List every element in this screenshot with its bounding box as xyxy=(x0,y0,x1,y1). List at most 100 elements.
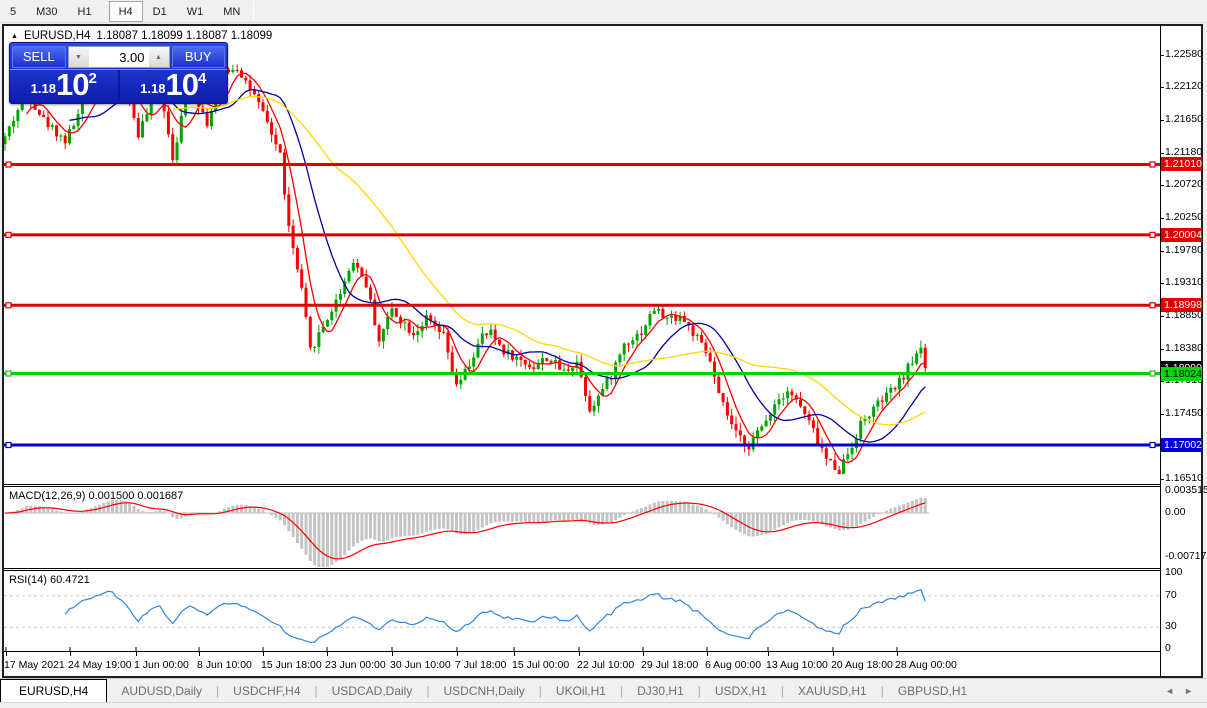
time-label: 24 May 19:00 xyxy=(68,659,132,671)
time-tick-mark xyxy=(327,652,328,656)
tab-separator: | xyxy=(426,684,430,698)
chart-tab-bar: EURUSD,H4 AUDUSD,Daily | USDCHF,H4 | USDCAD,D… xyxy=(0,678,1207,702)
chart-tab-usdx[interactable]: USDX,H1 xyxy=(714,684,767,698)
time-label: 23 Jun 00:00 xyxy=(325,659,386,671)
bottom-strip xyxy=(0,702,1207,708)
time-label: 28 Aug 00:00 xyxy=(895,659,957,671)
macd-axis-label: 0.003515 xyxy=(1165,484,1207,497)
buy-price-big: 10 xyxy=(165,67,198,102)
chart-tab-audusd[interactable]: AUDUSD,Daily xyxy=(121,684,203,698)
axis-tick-mark xyxy=(1161,414,1164,415)
sell-price-pip: 2 xyxy=(88,70,97,87)
time-label: 20 Aug 18:00 xyxy=(831,659,893,671)
rsi-axis-label: 70 xyxy=(1165,588,1177,601)
time-axis: 17 May 2021 24 May 19:00 1 Jun 00:00 8 Jun … xyxy=(4,651,1201,676)
chart-tab-usdcnh[interactable]: USDCNH,Daily xyxy=(443,684,525,698)
time-label: 30 Jun 10:00 xyxy=(390,659,451,671)
axis-tick-mark xyxy=(1161,87,1164,88)
volume-stepper: ▼ ▲ xyxy=(67,46,170,68)
time-tick-mark xyxy=(263,652,264,656)
rsi-axis-label: 30 xyxy=(1165,620,1177,633)
main-chart-pane[interactable]: ▲ EURUSD,H4 1.18087 1.18099 1.18087 1.18… xyxy=(4,26,1160,484)
tab-separator: | xyxy=(216,684,220,698)
axis-tick-mark xyxy=(1161,55,1164,56)
chart-tab-usdchf[interactable]: USDCHF,H4 xyxy=(233,684,301,698)
sell-button[interactable]: SELL xyxy=(12,46,66,68)
timeframe-toolbar: 5 M30 H1 H4 D1 W1 MN xyxy=(0,0,1207,23)
time-tick-mark xyxy=(579,652,580,656)
volume-increase-button[interactable]: ▲ xyxy=(148,47,169,67)
chart-tab-gbpusd[interactable]: GBPUSD,H1 xyxy=(897,684,968,698)
chart-tab-usdcad[interactable]: USDCAD,Daily xyxy=(331,684,413,698)
buy-button[interactable]: BUY xyxy=(171,46,225,68)
hline-price-label: 1.20004 xyxy=(1161,227,1202,242)
axis-tick-mark xyxy=(1161,316,1164,317)
macd-plot xyxy=(4,497,929,567)
chart-tab-xauusd[interactable]: XAUUSD,H1 xyxy=(798,684,867,698)
time-tick-mark xyxy=(136,652,137,656)
time-label: 6 Aug 00:00 xyxy=(705,659,762,671)
chart-tab-eurusd[interactable]: EURUSD,H4 xyxy=(0,679,108,702)
axis-tick-mark xyxy=(1161,381,1164,382)
ohlc-readout: 1.18087 1.18099 1.18087 1.18099 xyxy=(96,30,273,42)
price-tick-label: 1.21650 xyxy=(1165,112,1203,125)
tab-scroll-nav: ◄ ► xyxy=(1151,680,1207,702)
timeframe-button-h1[interactable]: H1 xyxy=(77,5,92,18)
macd-pane[interactable]: MACD(12,26,9) 0.001500 0.001687 xyxy=(4,487,1160,568)
pane-separator[interactable] xyxy=(4,484,1201,487)
price-tick-label: 1.20250 xyxy=(1165,210,1203,223)
axis-tick-mark xyxy=(1161,153,1164,154)
time-label: 29 Jul 18:00 xyxy=(641,659,699,671)
buy-price[interactable]: 1.18 10 4 xyxy=(120,67,228,102)
price-tick-label: 1.17450 xyxy=(1165,406,1203,419)
rsi-axis-label: 100 xyxy=(1165,566,1183,578)
rsi-pane[interactable]: RSI(14) 60.4721 xyxy=(4,571,1160,651)
timeframe-button-w1[interactable]: W1 xyxy=(186,5,204,18)
rsi-plot xyxy=(4,588,1160,651)
time-label: 15 Jun 18:00 xyxy=(261,659,322,671)
axis-tick-mark xyxy=(1161,479,1164,480)
time-tick-mark xyxy=(833,652,834,656)
axis-tick-mark xyxy=(1161,185,1164,186)
time-label: 1 Jun 00:00 xyxy=(134,659,189,671)
volume-input[interactable] xyxy=(88,47,149,67)
price-tick-label: 1.19310 xyxy=(1165,276,1203,289)
toolbar-separator xyxy=(253,2,255,20)
timeframe-button-mn[interactable]: MN xyxy=(223,5,241,18)
sell-price-big: 10 xyxy=(55,67,89,102)
time-label: 22 Jul 10:00 xyxy=(577,659,635,671)
axis-tick-mark xyxy=(1161,120,1164,121)
collapse-arrow-icon[interactable]: ▲ xyxy=(11,32,18,40)
buy-price-prefix: 1.18 xyxy=(140,81,166,96)
tab-separator: | xyxy=(538,684,542,698)
chart-window: ▲ EURUSD,H4 1.18087 1.18099 1.18087 1.18… xyxy=(2,24,1207,678)
price-axis: 1.22580 1.22120 1.21650 1.21180 1.20720 1.202… xyxy=(1160,26,1207,676)
tab-scroll-right-button[interactable]: ► xyxy=(1184,686,1193,696)
price-tick-label: 1.21180 xyxy=(1165,145,1203,158)
timeframe-button-h4[interactable]: H4 xyxy=(108,0,143,22)
hline-price-label: 1.18024 xyxy=(1161,366,1202,381)
tab-scroll-left-button[interactable]: ◄ xyxy=(1165,686,1175,696)
timeframe-button-d1[interactable]: D1 xyxy=(152,5,167,18)
time-tick-mark xyxy=(392,652,393,656)
timeframe-button-m30[interactable]: M30 xyxy=(36,5,58,18)
pane-separator[interactable] xyxy=(4,568,1201,571)
macd-axis-label: -0.007175 xyxy=(1165,549,1207,562)
hline-price-label: 1.18998 xyxy=(1161,298,1202,313)
volume-decrease-button[interactable]: ▼ xyxy=(68,47,89,67)
price-tick-label: 1.16510 xyxy=(1165,472,1203,485)
sell-price[interactable]: 1.18 10 2 xyxy=(10,67,118,102)
trade-panel-divider xyxy=(117,70,120,101)
price-tick-label: 1.20720 xyxy=(1165,177,1203,190)
tab-separator: | xyxy=(619,684,624,698)
chart-tab-dj30[interactable]: DJ30,H1 xyxy=(637,684,684,698)
candlestick-plot[interactable] xyxy=(4,26,1160,484)
time-tick-mark xyxy=(199,652,200,656)
chart-tab-ukoil[interactable]: UKOil,H1 xyxy=(555,684,606,698)
axis-tick-mark xyxy=(1161,349,1164,350)
price-tick-label: 1.22580 xyxy=(1165,47,1203,60)
time-tick-mark xyxy=(514,652,515,656)
hline-price-label: 1.17002 xyxy=(1161,438,1202,453)
timeframe-button-5[interactable]: 5 xyxy=(10,5,17,18)
rsi-header: RSI(14) 60.4721 xyxy=(9,574,90,586)
